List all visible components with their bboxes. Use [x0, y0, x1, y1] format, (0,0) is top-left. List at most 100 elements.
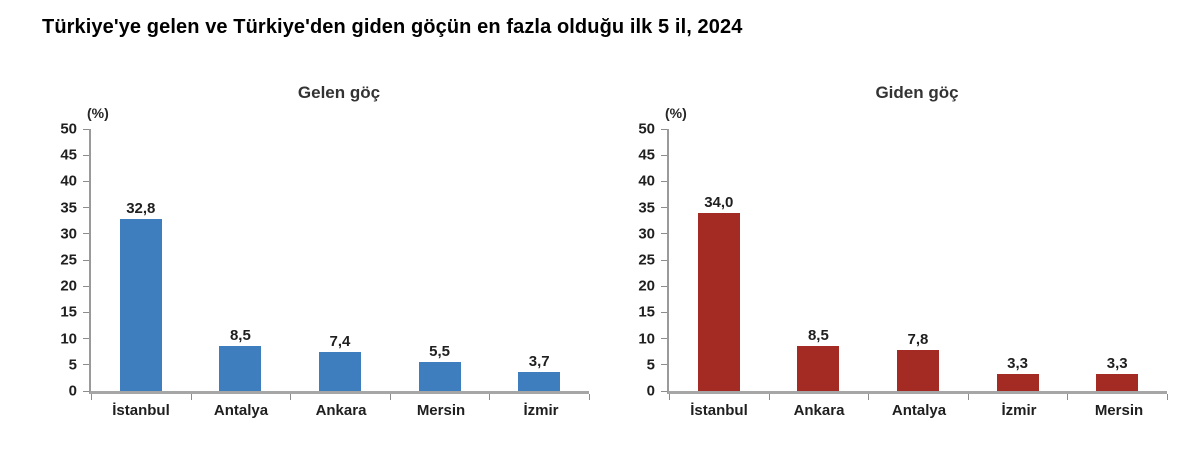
y-axis-tick-label: 50	[60, 120, 77, 138]
y-axis-tick-mark	[83, 364, 89, 366]
category-label: Antalya	[891, 402, 947, 419]
y-axis-tick-label: 25	[60, 251, 77, 269]
y-axis-tick-mark	[83, 338, 89, 340]
y-axis-tick-label: 35	[638, 199, 655, 217]
y-axis-tick-label: 10	[638, 330, 655, 348]
x-axis-tick-mark	[768, 394, 770, 400]
bar	[418, 362, 461, 391]
bar-slot: 5,5	[390, 129, 490, 391]
y-axis-unit-label: (%)	[87, 105, 109, 121]
x-axis-tick-mark	[669, 394, 670, 400]
y-axis-tick-label: 45	[638, 146, 655, 164]
chart-incoming-migration: Gelen göç (%) 0 5 10 15 20 25 30 35 40 45 50 32,8 8…	[45, 83, 591, 419]
y-axis-tick-mark	[83, 207, 89, 209]
bars-group: 32,8 8,5 7,4 5,5 3,7	[91, 129, 589, 391]
y-axis-tick-label: 35	[60, 199, 77, 217]
y-axis-tick-mark	[661, 154, 667, 156]
bar-slot: 3,3	[1067, 129, 1167, 391]
y-axis-tick-label: 5	[68, 356, 77, 374]
bar-value-label: 3,3	[1106, 354, 1128, 372]
bar	[119, 219, 162, 391]
bar	[1096, 373, 1139, 391]
chart-body: 0 5 10 15 20 25 30 35 40 45 50 34,0 8,5 7,8 3,3 3,3	[623, 122, 1168, 400]
y-axis-tick-label: 40	[638, 172, 655, 190]
x-axis-tick-mark	[389, 394, 391, 400]
y-axis-tick-label: 25	[638, 251, 655, 269]
bar-value-label: 32,8	[126, 200, 156, 218]
y-axis-tick-label: 10	[60, 330, 77, 348]
category-label: Ankara	[315, 402, 367, 419]
bar	[518, 371, 561, 391]
y-axis-tick-label: 50	[638, 120, 655, 138]
x-axis-labels: İstanbul Ankara Antalya İzmir Mersin	[669, 402, 1169, 419]
bar-slot: 7,4	[290, 129, 390, 391]
bar-value-label: 7,4	[329, 333, 351, 351]
chart-outgoing-migration: Giden göç (%) 0 5 10 15 20 25 30 35 40 45 50 34,0 8…	[623, 83, 1169, 419]
page-title: Türkiye'ye gelen ve Türkiye'den giden gö…	[42, 16, 743, 38]
y-axis-tick-mark	[83, 285, 89, 287]
category-label: İstanbul	[690, 402, 748, 419]
y-axis-tick-mark	[83, 390, 89, 392]
x-axis-tick-mark	[967, 394, 969, 400]
bar-slot: 3,3	[968, 129, 1068, 391]
category-label: Ankara	[793, 402, 845, 419]
y-axis-tick-mark	[661, 364, 667, 366]
y-axis-tick-label: 40	[60, 172, 77, 190]
chart-title: Gelen göç	[297, 83, 381, 102]
bar	[697, 212, 740, 391]
bar-slot: 32,8	[91, 129, 191, 391]
y-axis-tick-mark	[83, 154, 89, 156]
y-axis-tick-mark	[661, 311, 667, 313]
x-axis-tick-mark	[190, 394, 192, 400]
y-axis-tick-label: 30	[60, 225, 77, 243]
y-axis-tick-label: 20	[638, 277, 655, 295]
bar-value-label: 3,3	[1007, 354, 1028, 372]
bar-slot: 7,8	[868, 129, 968, 391]
y-axis: 0 5 10 15 20 25 30 35 40 45 50	[623, 122, 667, 399]
y-axis-tick-mark	[83, 311, 89, 313]
bar-value-label: 5,5	[429, 343, 450, 361]
y-axis-tick-mark	[661, 129, 667, 130]
charts-row: Gelen göç (%) 0 5 10 15 20 25 30 35 40 45 50 32,8 8…	[45, 83, 1200, 419]
bar	[219, 346, 262, 391]
category-label: İstanbul	[112, 402, 170, 419]
chart-body: 0 5 10 15 20 25 30 35 40 45 50 32,8 8,5 7,4 5,5 3,7	[45, 122, 590, 400]
x-axis-tick-mark	[290, 394, 292, 400]
bar-value-label: 34,0	[704, 193, 734, 211]
y-axis-tick-label: 0	[68, 382, 77, 400]
bar	[996, 373, 1039, 391]
y-axis-tick-mark	[83, 129, 89, 130]
y-axis-tick-mark	[661, 338, 667, 340]
bar-value-label: 3,7	[528, 352, 550, 370]
plot-area: 34,0 8,5 7,8 3,3 3,3	[667, 129, 1168, 400]
y-axis-tick-label: 5	[646, 356, 655, 374]
x-axis-tick-mark	[1167, 394, 1168, 400]
x-axis-tick-mark	[1067, 394, 1069, 400]
y-axis-tick-label: 30	[638, 225, 655, 243]
y-axis: 0 5 10 15 20 25 30 35 40 45 50	[45, 122, 89, 399]
x-axis-tick-mark	[489, 394, 491, 400]
plot-area: 32,8 8,5 7,4 5,5 3,7	[89, 129, 590, 400]
bar-slot: 34,0	[669, 129, 769, 391]
bar	[318, 352, 361, 391]
y-axis-tick-mark	[83, 233, 89, 235]
y-axis-tick-mark	[661, 180, 667, 182]
bar-value-label: 7,8	[907, 331, 929, 349]
y-axis-tick-mark	[661, 390, 667, 392]
category-label: İzmir	[1001, 402, 1037, 419]
bar-value-label: 8,5	[807, 327, 829, 345]
category-label: Antalya	[213, 402, 269, 419]
y-axis-tick-mark	[83, 259, 89, 261]
chart-title: Giden göç	[875, 83, 959, 102]
y-axis-tick-label: 0	[646, 382, 655, 400]
y-axis-tick-mark	[661, 207, 667, 209]
category-label: İzmir	[523, 402, 559, 419]
y-axis-tick-mark	[661, 285, 667, 287]
x-axis-tick-mark	[589, 394, 590, 400]
x-axis-labels: İstanbul Antalya Ankara Mersin İzmir	[91, 402, 591, 419]
y-axis-tick-mark	[661, 233, 667, 235]
y-axis-unit-label: (%)	[665, 105, 687, 121]
bar-slot: 8,5	[191, 129, 291, 391]
y-axis-tick-label: 15	[638, 303, 655, 321]
